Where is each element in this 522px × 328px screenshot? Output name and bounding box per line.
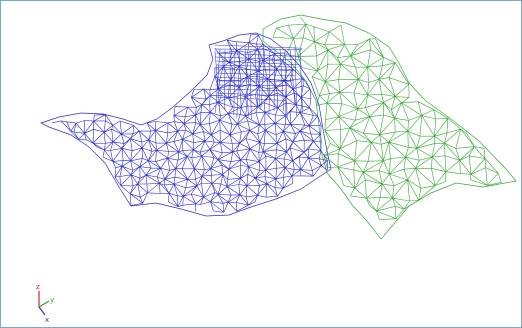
y-axis-line: [38, 300, 50, 308]
green-mesh-edges: [272, 17, 502, 220]
blue-mesh-ledge-detail: [213, 44, 303, 121]
blue-wireframe-mesh: [40, 32, 332, 217]
green-wireframe-mesh: [262, 14, 517, 240]
blue-mesh-edges: [51, 33, 328, 213]
z-axis-label: z: [36, 283, 40, 291]
axis-triad: z y x: [36, 283, 54, 324]
green-mesh-boundary: [262, 14, 517, 240]
x-axis-line: [38, 306, 46, 316]
x-axis-label: x: [45, 316, 49, 324]
y-axis-label: y: [50, 296, 54, 304]
